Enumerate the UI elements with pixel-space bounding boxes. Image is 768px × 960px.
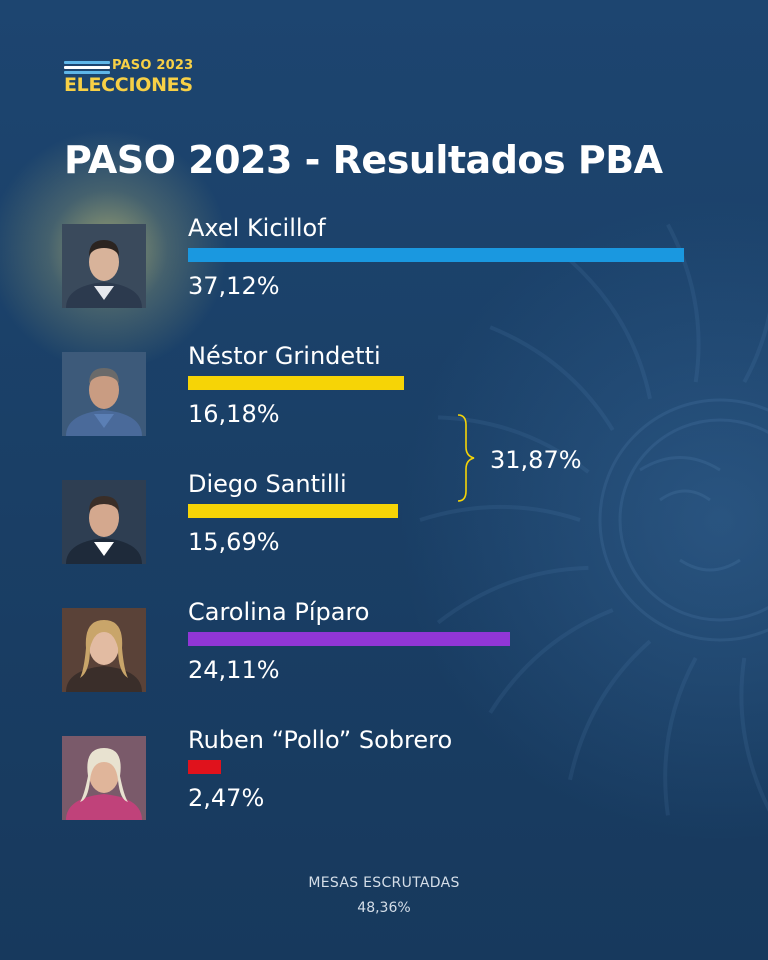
- candidate-percentage: 16,18%: [188, 400, 280, 428]
- candidate-name: Axel Kicillof: [188, 214, 326, 242]
- candidate-bar: [188, 760, 221, 774]
- candidate-row: Carolina Píparo 24,11%: [62, 598, 722, 708]
- portrait-icon: [62, 608, 146, 692]
- candidate-name: Carolina Píparo: [188, 598, 370, 626]
- person-photo-kicillof: [62, 224, 146, 308]
- candidate-bar: [188, 504, 398, 518]
- logo-elecciones-text: ELECCIONES: [64, 74, 193, 96]
- candidate-percentage: 24,11%: [188, 656, 280, 684]
- candidate-name: Ruben “Pollo” Sobrero: [188, 726, 453, 754]
- portrait-icon: [62, 224, 146, 308]
- person-photo-sobrero: [62, 736, 146, 820]
- page-title: PASO 2023 - Resultados PBA: [64, 138, 663, 182]
- candidate-percentage: 2,47%: [188, 784, 265, 812]
- candidate-row: Axel Kicillof 37,12%: [62, 214, 722, 324]
- candidate-row: Néstor Grindetti 16,18%: [62, 342, 722, 452]
- footer-label: MESAS ESCRUTADAS: [308, 875, 460, 891]
- footer-value: 48,36%: [357, 900, 411, 916]
- person-photo-santilli: [62, 480, 146, 564]
- portrait-icon: [62, 352, 146, 436]
- logo-paso-text: PASO 2023: [112, 58, 194, 73]
- candidate-row: Diego Santilli 15,69%: [62, 470, 722, 580]
- candidate-percentage: 15,69%: [188, 528, 280, 556]
- person-photo-grindetti: [62, 352, 146, 436]
- flag-stripes-icon: [64, 61, 110, 75]
- candidate-name: Néstor Grindetti: [188, 342, 381, 370]
- person-photo-piparo: [62, 608, 146, 692]
- candidate-row: Ruben “Pollo” Sobrero 2,47%: [62, 726, 722, 836]
- candidate-name: Diego Santilli: [188, 470, 347, 498]
- candidate-bar: [188, 248, 684, 262]
- portrait-icon: [62, 480, 146, 564]
- candidate-bar: [188, 632, 510, 646]
- portrait-icon: [62, 736, 146, 820]
- elecciones-logo: PASO 2023 ELECCIONES: [64, 58, 204, 98]
- candidate-bar: [188, 376, 404, 390]
- curly-brace-icon: [457, 414, 475, 502]
- candidate-percentage: 37,12%: [188, 272, 280, 300]
- combined-percentage: 31,87%: [490, 446, 582, 474]
